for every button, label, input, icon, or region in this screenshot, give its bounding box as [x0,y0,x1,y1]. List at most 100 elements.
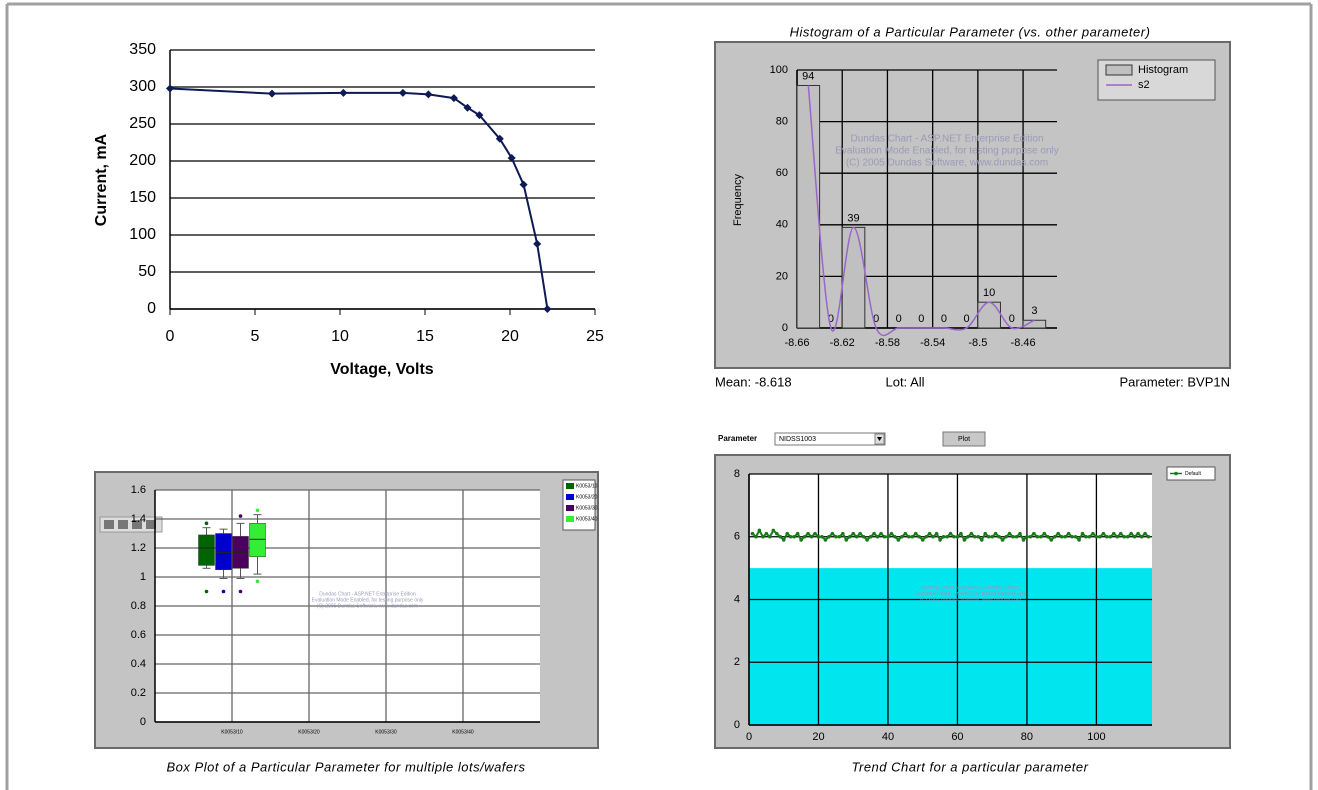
y-tick-label: 350 [129,41,156,58]
data-point [1011,534,1015,539]
button-label: Plot [958,436,970,443]
toolbar-icon [104,520,114,529]
y-tick-label: 0 [147,300,156,317]
footer-text: Lot: All [885,374,924,389]
y-tick-label: 150 [129,189,156,206]
data-point [495,134,504,143]
data-point [1014,534,1019,539]
data-point [475,111,484,120]
y-tick-label: 20 [776,270,788,282]
x-tick-label: -8.5 [968,337,987,349]
y-tick-label: 0 [782,322,788,334]
data-point [830,531,835,536]
data-point [889,531,894,536]
data-point [924,534,928,539]
data-point [757,528,762,533]
y-tick-label: 0 [734,719,740,731]
data-point [983,531,988,536]
data-point [533,239,542,248]
watermark: Dundas Chart - ASP.NET Enterprise Editio… [319,591,416,597]
outlier [238,514,243,518]
parameter-select[interactable] [774,432,886,446]
y-tick-label: 50 [138,263,156,280]
data-point [813,531,817,536]
data-point [997,534,1001,539]
x-tick-label: 0 [166,328,175,345]
data-point [1025,534,1029,539]
watermark: (C) 2005 Dundas Software, www.dundas.com [920,597,1021,603]
data-point [861,534,866,539]
y-tick-label: 1.2 [131,542,146,554]
data-point [754,534,758,539]
data-point [851,531,856,536]
data-point [872,531,876,536]
x-tick-label: 100 [1087,731,1105,743]
outlier [221,589,226,594]
data-point [934,531,939,536]
x-tick-label: 80 [1021,731,1033,743]
data-point [795,531,800,536]
box [249,523,266,557]
data-point [1105,534,1109,539]
x-tick-label: -8.54 [920,337,945,349]
y-tick-label: 2 [734,656,740,668]
data-point [931,534,935,539]
data-point [913,531,918,536]
y-tick-label: 40 [776,219,788,231]
bar-value-label: 0 [964,313,970,325]
data-point [1077,538,1081,542]
data-point [1059,534,1064,539]
bar-value-label: 39 [847,212,859,224]
outlier [255,579,260,584]
data-point [774,531,779,536]
plot-button[interactable] [942,431,986,447]
outlier [204,589,209,594]
footer-text: Parameter: BVP1N [1119,374,1230,389]
x-tick-label: K0053/40 [452,729,474,735]
data-point [1004,534,1008,539]
data-point [1129,531,1133,536]
data-point [463,103,472,112]
bar-value-label: 0 [1009,313,1015,325]
data-point [827,534,831,539]
legend-label: K0053/30 [576,505,598,511]
y-axis-label: Current, mA [93,133,110,226]
data-point [986,534,991,539]
bar-value-label: 3 [1031,305,1037,317]
data-point [1000,538,1005,542]
data-point [1125,534,1130,539]
data-point [1136,531,1140,536]
data-point [166,84,174,93]
y-tick-label: 4 [734,593,740,605]
plot-area [797,70,1057,328]
legend-label: Default [1185,471,1201,477]
data-point [941,534,946,539]
data-point [820,534,824,539]
data-point [962,538,967,542]
data-point [854,534,859,539]
data-point [907,534,911,539]
bar-value-label: 0 [918,313,924,325]
x-tick-label: 40 [882,731,894,743]
data-point [802,534,807,539]
x-tick-label: 15 [416,328,434,345]
data-point [823,538,828,542]
smoothed-line [807,85,1035,337]
data-point [952,534,956,539]
data-point [1070,534,1074,539]
legend-label: Histogram [1138,64,1188,76]
legend-swatch [566,516,574,522]
x-tick-label: 60 [951,731,963,743]
legend-box [1166,466,1216,481]
y-tick-label: 300 [129,78,156,95]
chart-title: Histogram of a Particular Parameter (vs.… [790,24,1151,39]
y-tick-label: 8 [734,468,740,480]
data-point [1045,534,1050,539]
bar-value-label: 0 [873,313,879,325]
data-point [771,528,776,533]
data-point [1115,534,1120,539]
watermark: Evaluation Mode Enabled, for testing pur… [312,597,424,603]
box [215,533,232,570]
data-point [1108,534,1113,539]
data-point [1091,531,1095,536]
